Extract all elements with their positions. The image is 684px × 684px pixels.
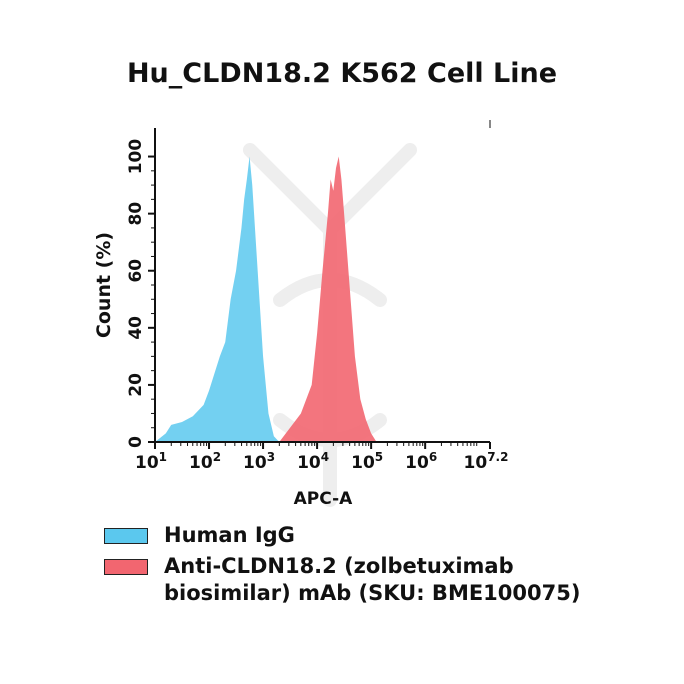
legend: Human IgG Anti-CLDN18.2 (zolbetuximab bi…	[104, 522, 580, 611]
x-tick-label: 106	[405, 450, 437, 473]
x-tick-label: 104	[297, 450, 329, 473]
series-area-human-igg	[155, 156, 280, 442]
chart-title: Hu_CLDN18.2 K562 Cell Line	[126, 58, 558, 89]
x-tick-label: 101	[135, 450, 167, 473]
legend-swatch-human-igg	[104, 528, 148, 544]
x-tick-label: 105	[351, 450, 383, 473]
y-tick-label: 0	[126, 436, 146, 448]
series-area-anti-cldn18-2	[279, 156, 377, 442]
y-tick-label: 80	[126, 202, 146, 226]
legend-label-line2: biosimilar) mAb (SKU: BME100075)	[164, 581, 581, 605]
y-tick-label: 100	[126, 139, 146, 175]
x-tick-label: 102	[189, 450, 221, 473]
y-tick-label: 60	[126, 259, 146, 283]
legend-label-line1: Anti-CLDN18.2 (zolbetuximab	[164, 554, 514, 578]
legend-swatch-anti-cldn18-2	[104, 559, 148, 575]
x-axis-label: APC-A	[294, 489, 354, 509]
y-tick-label: 40	[126, 316, 146, 340]
legend-item-human-igg: Human IgG	[104, 522, 580, 549]
legend-item-anti-cldn18-2: Anti-CLDN18.2 (zolbetuximab biosimilar) …	[104, 553, 580, 607]
x-tick-label: 107.2	[464, 450, 509, 473]
y-tick-label: 20	[126, 373, 146, 397]
legend-label: Human IgG	[164, 523, 295, 547]
y-axis-label: Count (%)	[93, 232, 115, 338]
x-tick-label: 103	[243, 450, 275, 473]
